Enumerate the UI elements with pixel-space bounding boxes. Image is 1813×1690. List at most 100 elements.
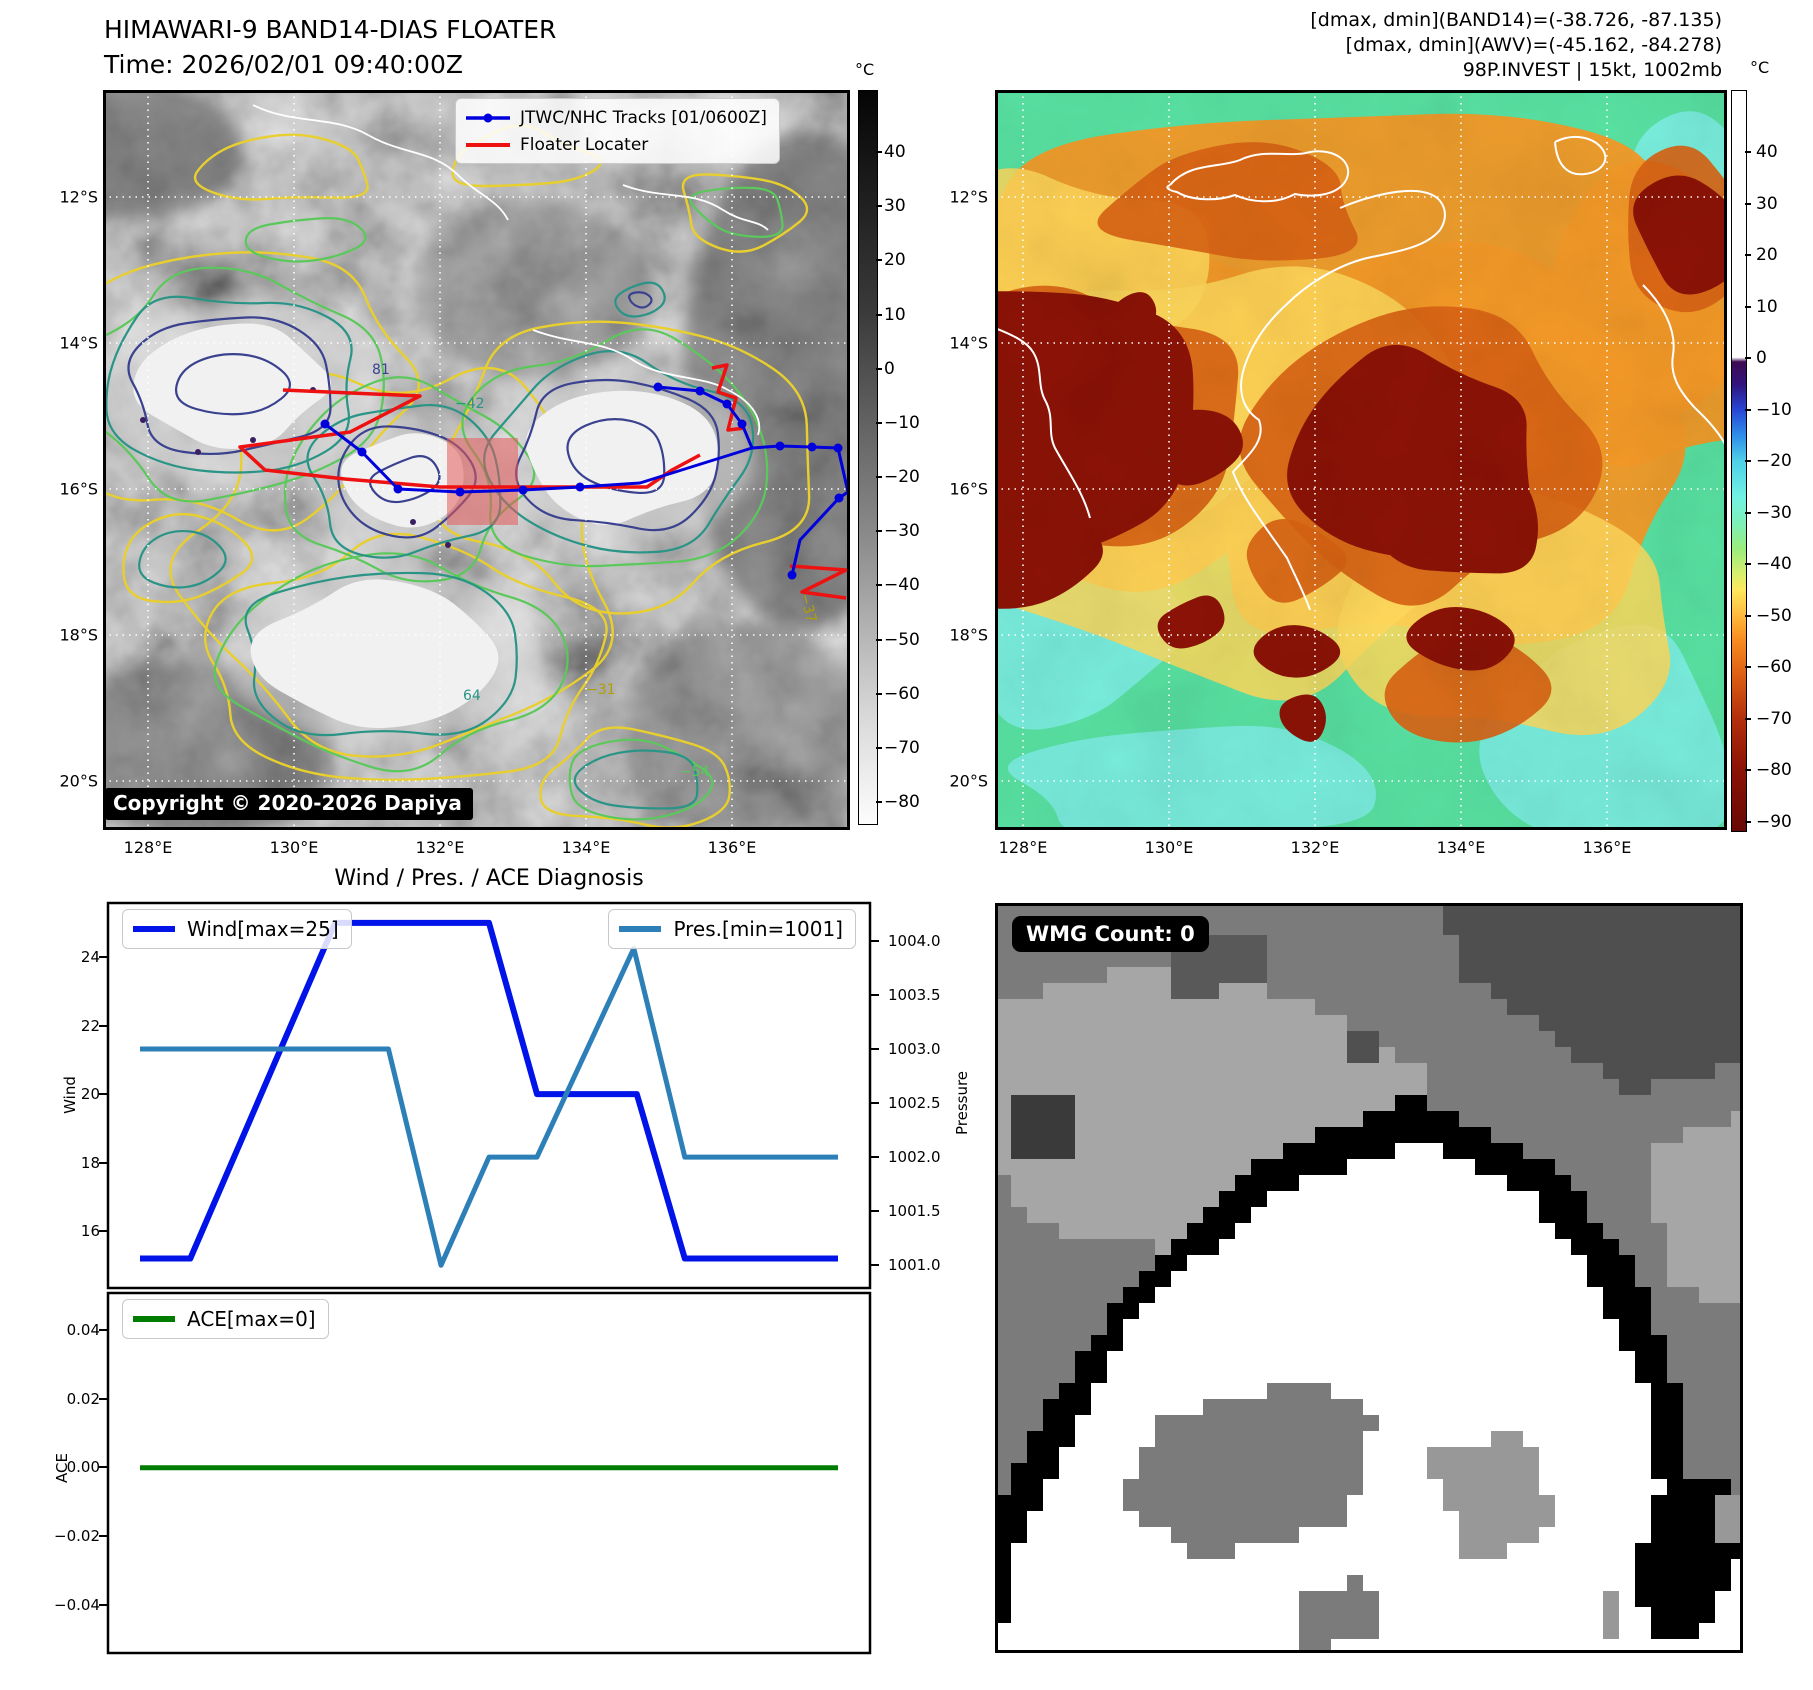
dmax-dmin-band14: [dmax, dmin](BAND14)=(-38.726, -87.135) [1310,9,1722,31]
tick-mark [1745,151,1751,153]
tick-mark [99,1329,108,1332]
tick-mark [870,1156,879,1159]
tick-mark [1745,666,1751,669]
legend-track-label: JTWC/NHC Tracks [01/0600Z] [520,107,767,128]
p1-colorbar-tick: −10 [884,412,920,433]
panel1-time-line: Time: 2026/02/01 09:40:00Z [104,50,463,79]
p1-colorbar-tick: −60 [884,683,920,704]
pressure-axis-label: Pressure [953,1070,971,1136]
pressure-tick-label: 1002.0 [888,1148,941,1166]
pressure-legend-label: Pres.[min=1001] [673,917,843,941]
p2-colorbar-tick: −40 [1756,554,1792,575]
p2-colorbar-tick: −70 [1756,708,1792,729]
pressure-tick-label: 1004.0 [888,932,941,950]
p1-lon-label: 128°E [123,838,173,857]
tick-mark [870,940,879,943]
p2-lat-label: 18°S [949,625,988,645]
p2-lon-label: 132°E [1290,838,1340,857]
p2-colorbar-tick: −30 [1756,502,1792,523]
tick-mark [1745,357,1751,360]
tick-mark [99,1466,108,1469]
tick-mark [870,1102,879,1105]
tick-mark [1745,614,1751,617]
floater-line-icon [466,142,510,147]
wind-axis-label: Wind [61,1076,79,1114]
p1-colorbar-tick: −70 [884,737,920,758]
tick-mark [876,421,882,424]
tick-mark [870,994,879,997]
tick-mark [876,692,882,695]
tick-mark [870,1048,879,1051]
p2-colorbar-tick: −90 [1756,812,1792,833]
tick-mark [1745,717,1751,720]
dmax-dmin-awv: [dmax, dmin](AWV)=(-45.162, -84.278) [1345,34,1722,56]
tick-mark [876,746,882,749]
map-legend: JTWC/NHC Tracks [01/0600Z] Floater Locat… [455,98,780,164]
legend-floater-label: Floater Locater [520,134,649,155]
contour-label: 64 [463,688,481,704]
wind-tick-label: 24 [80,948,100,966]
tick-mark [870,1210,879,1213]
p2-lon-label: 134°E [1436,838,1486,857]
tick-mark [1745,511,1751,514]
p2-colorbar-tick: 40 [1756,142,1778,162]
p2-lon-label: 128°E [998,838,1048,857]
invest-status: 98P.INVEST | 15kt, 1002mb [1462,59,1722,81]
p2-lat-label: 20°S [949,771,988,791]
p1-colorbar-tick: 10 [884,304,906,325]
copyright-badge: Copyright © 2020-2026 Dapiya [105,788,473,820]
tick-mark [99,1398,108,1401]
colorbar-unit: °C [1750,58,1770,77]
colorbar-unit: °C [855,60,875,79]
p1-colorbar-tick: 20 [884,250,906,271]
tick-mark [876,476,882,479]
ace-tick-label: −0.04 [54,1596,100,1614]
p2-colorbar-tick: −50 [1756,605,1792,626]
p1-colorbar-tick: −40 [884,575,920,596]
p1-lat-label: 16°S [59,479,98,499]
ace-tick-label: 0.02 [66,1390,100,1408]
p2-lat-label: 14°S [949,333,988,353]
p1-colorbar-tick: 30 [884,196,906,217]
tick-mark [99,1025,108,1028]
tick-mark [876,151,882,153]
tick-mark [1745,769,1751,772]
ace-legend-label: ACE[max=0] [187,1307,316,1331]
p1-lon-label: 136°E [707,838,757,857]
awv-satellite-map [995,90,1727,830]
ace-line-icon [133,1316,175,1322]
track-line-icon [466,112,510,124]
ace-tick-label: 0.00 [66,1458,100,1476]
p1-colorbar-tick: −30 [884,521,920,542]
pressure-series-line [140,945,838,1268]
tick-mark [99,1535,108,1538]
contour-label: −31 [586,682,616,698]
wind-series-line [140,919,838,1262]
pressure-tick-label: 1003.0 [888,1040,941,1058]
wind-legend-label: Wind[max=25] [187,917,339,941]
pressure-line-icon [619,926,662,932]
contour-label: −42 [455,396,485,412]
tick-mark [1745,254,1751,257]
wind-legend: Wind[max=25] [122,909,352,949]
tick-mark [876,584,882,587]
contour-label: 81 [372,362,390,378]
p1-lat-label: 14°S [59,333,98,353]
tick-mark [1745,408,1751,411]
p2-colorbar-tick: −20 [1756,451,1792,472]
panel1-title-line1: HIMAWARI-9 BAND14-DIAS FLOATER [104,15,557,44]
band14-satellite-map [103,90,850,830]
tick-mark [876,259,882,262]
legend-floater-row: Floater Locater [466,131,767,158]
tick-mark [1745,821,1751,824]
p1-lat-label: 18°S [59,625,98,645]
p1-colorbar-tick: 40 [884,142,906,162]
legend-track-row: JTWC/NHC Tracks [01/0600Z] [466,104,767,131]
pressure-tick-label: 1002.5 [888,1094,941,1112]
tick-mark [99,956,108,959]
tick-mark [99,1162,108,1165]
ace-tick-label: −0.02 [54,1527,100,1545]
p2-colorbar-tick: −80 [1756,760,1792,781]
tick-mark [99,1230,108,1233]
ace-legend: ACE[max=0] [122,1299,329,1339]
